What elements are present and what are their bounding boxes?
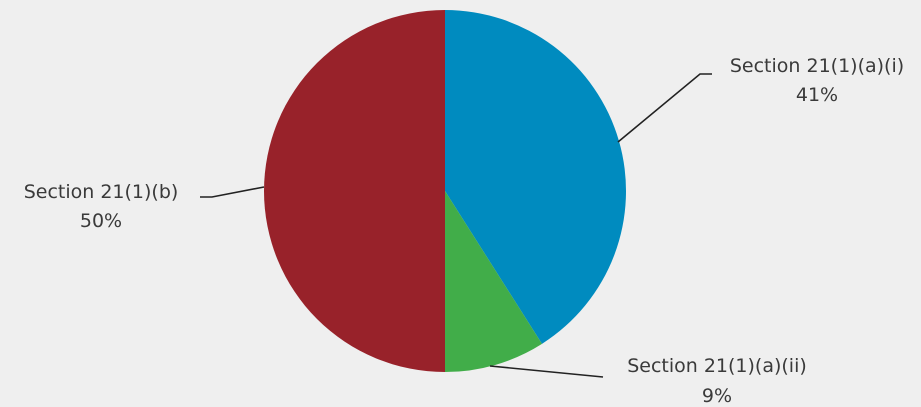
slice-label-name: Section 21(1)(a)(ii) [627, 355, 807, 377]
pie-slice-3 [264, 10, 445, 372]
pie-slices [264, 10, 627, 372]
slice-label-name: Section 21(1)(b) [24, 181, 179, 203]
slice-label-value: 41% [796, 84, 838, 106]
leader-line-slice-3 [200, 186, 265, 198]
slice-label-value: 9% [702, 385, 732, 407]
leader-line-slice-1 [617, 73, 712, 143]
pie-slice-1 [445, 10, 627, 344]
pie-slice-2 [445, 191, 542, 372]
leader-line-slice-2 [489, 365, 604, 378]
slice-label-name: Section 21(1)(a)(i) [730, 55, 904, 77]
slice-label-value: 50% [80, 210, 122, 232]
